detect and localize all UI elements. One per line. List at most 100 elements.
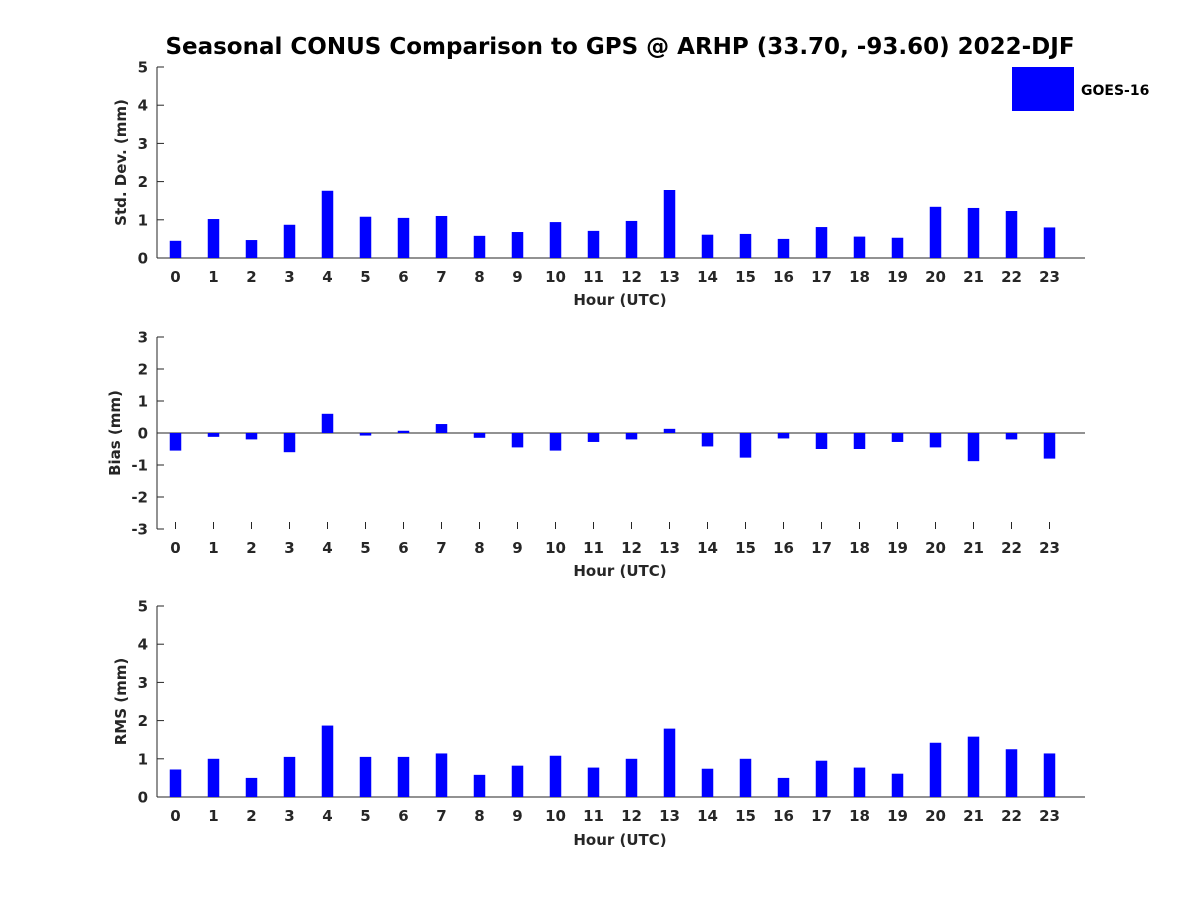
x-tick-label: 19 (887, 807, 908, 825)
bar-rms-hour-0 (169, 769, 182, 797)
bar-rms-hour-9 (511, 765, 524, 797)
x-tick-label: 0 (170, 268, 180, 286)
legend-label: GOES-16 (1081, 83, 1149, 99)
bar-bias-hour-20 (929, 433, 942, 448)
bar-rms-hour-2 (245, 777, 258, 797)
x-tick-label: 8 (474, 807, 484, 825)
bar-bias-hour-3 (283, 433, 296, 453)
bar-rms-hour-23 (1043, 753, 1056, 797)
x-tick-label: 9 (512, 539, 522, 557)
bar-std-dev-hour-8 (473, 235, 486, 258)
x-tick-label: 5 (360, 268, 370, 286)
x-tick-label: 16 (773, 268, 794, 286)
x-tick-label: 15 (735, 268, 756, 286)
y-tick-label: 0 (138, 250, 148, 268)
bar-std-dev-hour-18 (853, 236, 866, 258)
x-tick-label: 13 (659, 807, 680, 825)
bar-bias-hour-22 (1005, 433, 1018, 440)
bar-std-dev-hour-13 (663, 190, 676, 258)
x-tick-label: 21 (963, 268, 984, 286)
x-tick-label: 19 (887, 268, 908, 286)
y-tick-label: 2 (138, 712, 148, 730)
y-tick-label: 5 (138, 598, 148, 616)
x-axis-label: Hour (UTC) (573, 291, 666, 309)
x-tick-label: 15 (735, 539, 756, 557)
y-tick-label: 3 (138, 674, 148, 692)
bar-bias-hour-7 (435, 424, 448, 433)
x-tick-label: 13 (659, 539, 680, 557)
bar-bias-hour-17 (815, 433, 828, 449)
bar-std-dev-hour-6 (397, 217, 410, 258)
bar-bias-hour-15 (739, 433, 752, 458)
x-tick-label: 7 (436, 807, 446, 825)
bar-bias-hour-2 (245, 433, 258, 440)
x-axis-label: Hour (UTC) (573, 562, 666, 580)
bar-bias-hour-5 (359, 433, 372, 436)
bar-rms-hour-21 (967, 736, 980, 797)
x-tick-label: 8 (474, 539, 484, 557)
x-tick-label: 17 (811, 268, 832, 286)
bar-std-dev-hour-19 (891, 237, 904, 258)
bar-std-dev-hour-20 (929, 206, 942, 258)
y-tick-label: 0 (138, 789, 148, 807)
x-tick-label: 6 (398, 539, 408, 557)
bar-std-dev-hour-1 (207, 219, 220, 258)
y-tick-label: 2 (138, 361, 148, 379)
bar-std-dev-hour-4 (321, 190, 334, 258)
y-tick-label: -3 (131, 521, 148, 539)
x-tick-label: 9 (512, 268, 522, 286)
x-tick-label: 21 (963, 807, 984, 825)
bar-std-dev-hour-3 (283, 224, 296, 258)
bar-std-dev-hour-23 (1043, 227, 1056, 258)
x-tick-label: 2 (246, 807, 256, 825)
x-tick-label: 23 (1039, 539, 1060, 557)
x-tick-label: 0 (170, 807, 180, 825)
bar-bias-hour-13 (663, 428, 676, 433)
x-tick-label: 12 (621, 807, 642, 825)
bar-std-dev-hour-14 (701, 234, 714, 258)
x-tick-label: 3 (284, 268, 294, 286)
bar-bias-hour-0 (169, 433, 182, 451)
bar-rms-hour-5 (359, 756, 372, 797)
x-tick-label: 4 (322, 539, 332, 557)
x-tick-label: 1 (208, 268, 218, 286)
x-tick-label: 16 (773, 539, 794, 557)
x-tick-label: 12 (621, 268, 642, 286)
bar-bias-hour-21 (967, 433, 980, 462)
bar-rms-hour-18 (853, 767, 866, 797)
bar-std-dev-hour-15 (739, 233, 752, 258)
bar-bias-hour-14 (701, 433, 714, 447)
x-tick-label: 1 (208, 807, 218, 825)
x-tick-label: 14 (697, 539, 718, 557)
x-tick-label: 2 (246, 268, 256, 286)
x-tick-label: 5 (360, 807, 370, 825)
bar-bias-hour-18 (853, 433, 866, 449)
bar-bias-hour-16 (777, 433, 790, 439)
x-tick-label: 14 (697, 807, 718, 825)
x-tick-label: 18 (849, 807, 870, 825)
x-tick-label: 10 (545, 268, 566, 286)
bar-bias-hour-23 (1043, 433, 1056, 459)
x-tick-label: 23 (1039, 807, 1060, 825)
x-tick-label: 17 (811, 807, 832, 825)
figure-title: Seasonal CONUS Comparison to GPS @ ARHP … (165, 34, 1074, 60)
x-tick-label: 4 (322, 268, 332, 286)
x-tick-label: 10 (545, 807, 566, 825)
bar-std-dev-hour-22 (1005, 211, 1018, 258)
x-tick-label: 12 (621, 539, 642, 557)
bar-rms-hour-13 (663, 728, 676, 797)
x-axis-label: Hour (UTC) (573, 831, 666, 849)
bar-rms-hour-22 (1005, 749, 1018, 797)
y-axis-label: Std. Dev. (mm) (112, 99, 130, 226)
y-tick-label: 2 (138, 173, 148, 191)
y-tick-label: 5 (138, 59, 148, 77)
bar-rms-hour-14 (701, 768, 714, 797)
bar-std-dev-hour-11 (587, 230, 600, 258)
bar-rms-hour-10 (549, 755, 562, 797)
y-tick-label: 3 (138, 329, 148, 347)
bar-bias-hour-9 (511, 433, 524, 448)
x-tick-label: 11 (583, 539, 604, 557)
